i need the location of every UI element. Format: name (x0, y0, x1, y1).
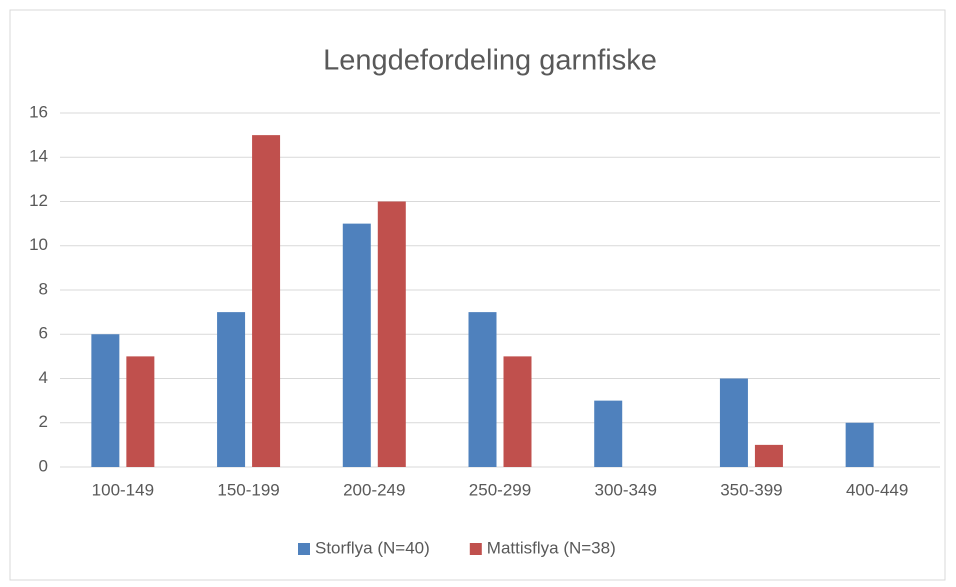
legend-label: Mattisflya (N=38) (487, 538, 616, 557)
legend-label: Storflya (N=40) (315, 538, 430, 557)
bar (503, 356, 532, 467)
x-tick-label: 300-349 (595, 480, 657, 499)
y-tick-label: 16 (29, 102, 48, 121)
x-tick-label: 250-299 (469, 480, 531, 499)
x-tick-label: 350-399 (720, 480, 782, 499)
y-tick-label: 4 (39, 368, 48, 387)
bar (719, 378, 748, 467)
bar (252, 135, 281, 467)
bar (217, 312, 246, 467)
y-tick-label: 8 (39, 279, 48, 298)
bar (594, 400, 623, 467)
x-tick-label: 100-149 (92, 480, 154, 499)
chart-border (9, 9, 946, 581)
x-tick-label: 400-449 (846, 480, 908, 499)
y-tick-label: 14 (29, 147, 48, 166)
x-tick-label: 150-199 (217, 480, 279, 499)
bar (91, 334, 120, 467)
bar (126, 356, 155, 467)
bar (845, 422, 874, 467)
y-tick-label: 6 (39, 324, 48, 343)
legend-swatch (298, 543, 310, 555)
bar (468, 312, 497, 467)
y-tick-label: 2 (39, 412, 48, 431)
legend-swatch (469, 543, 482, 555)
y-tick-label: 12 (29, 191, 48, 210)
bar (377, 201, 406, 467)
y-tick-label: 10 (29, 235, 48, 254)
bar (342, 223, 371, 467)
x-tick-label: 200-249 (343, 480, 405, 499)
y-tick-label: 0 (39, 456, 48, 475)
chart-title: Lengdefordeling garnfiske (323, 45, 657, 77)
bar (754, 444, 783, 467)
